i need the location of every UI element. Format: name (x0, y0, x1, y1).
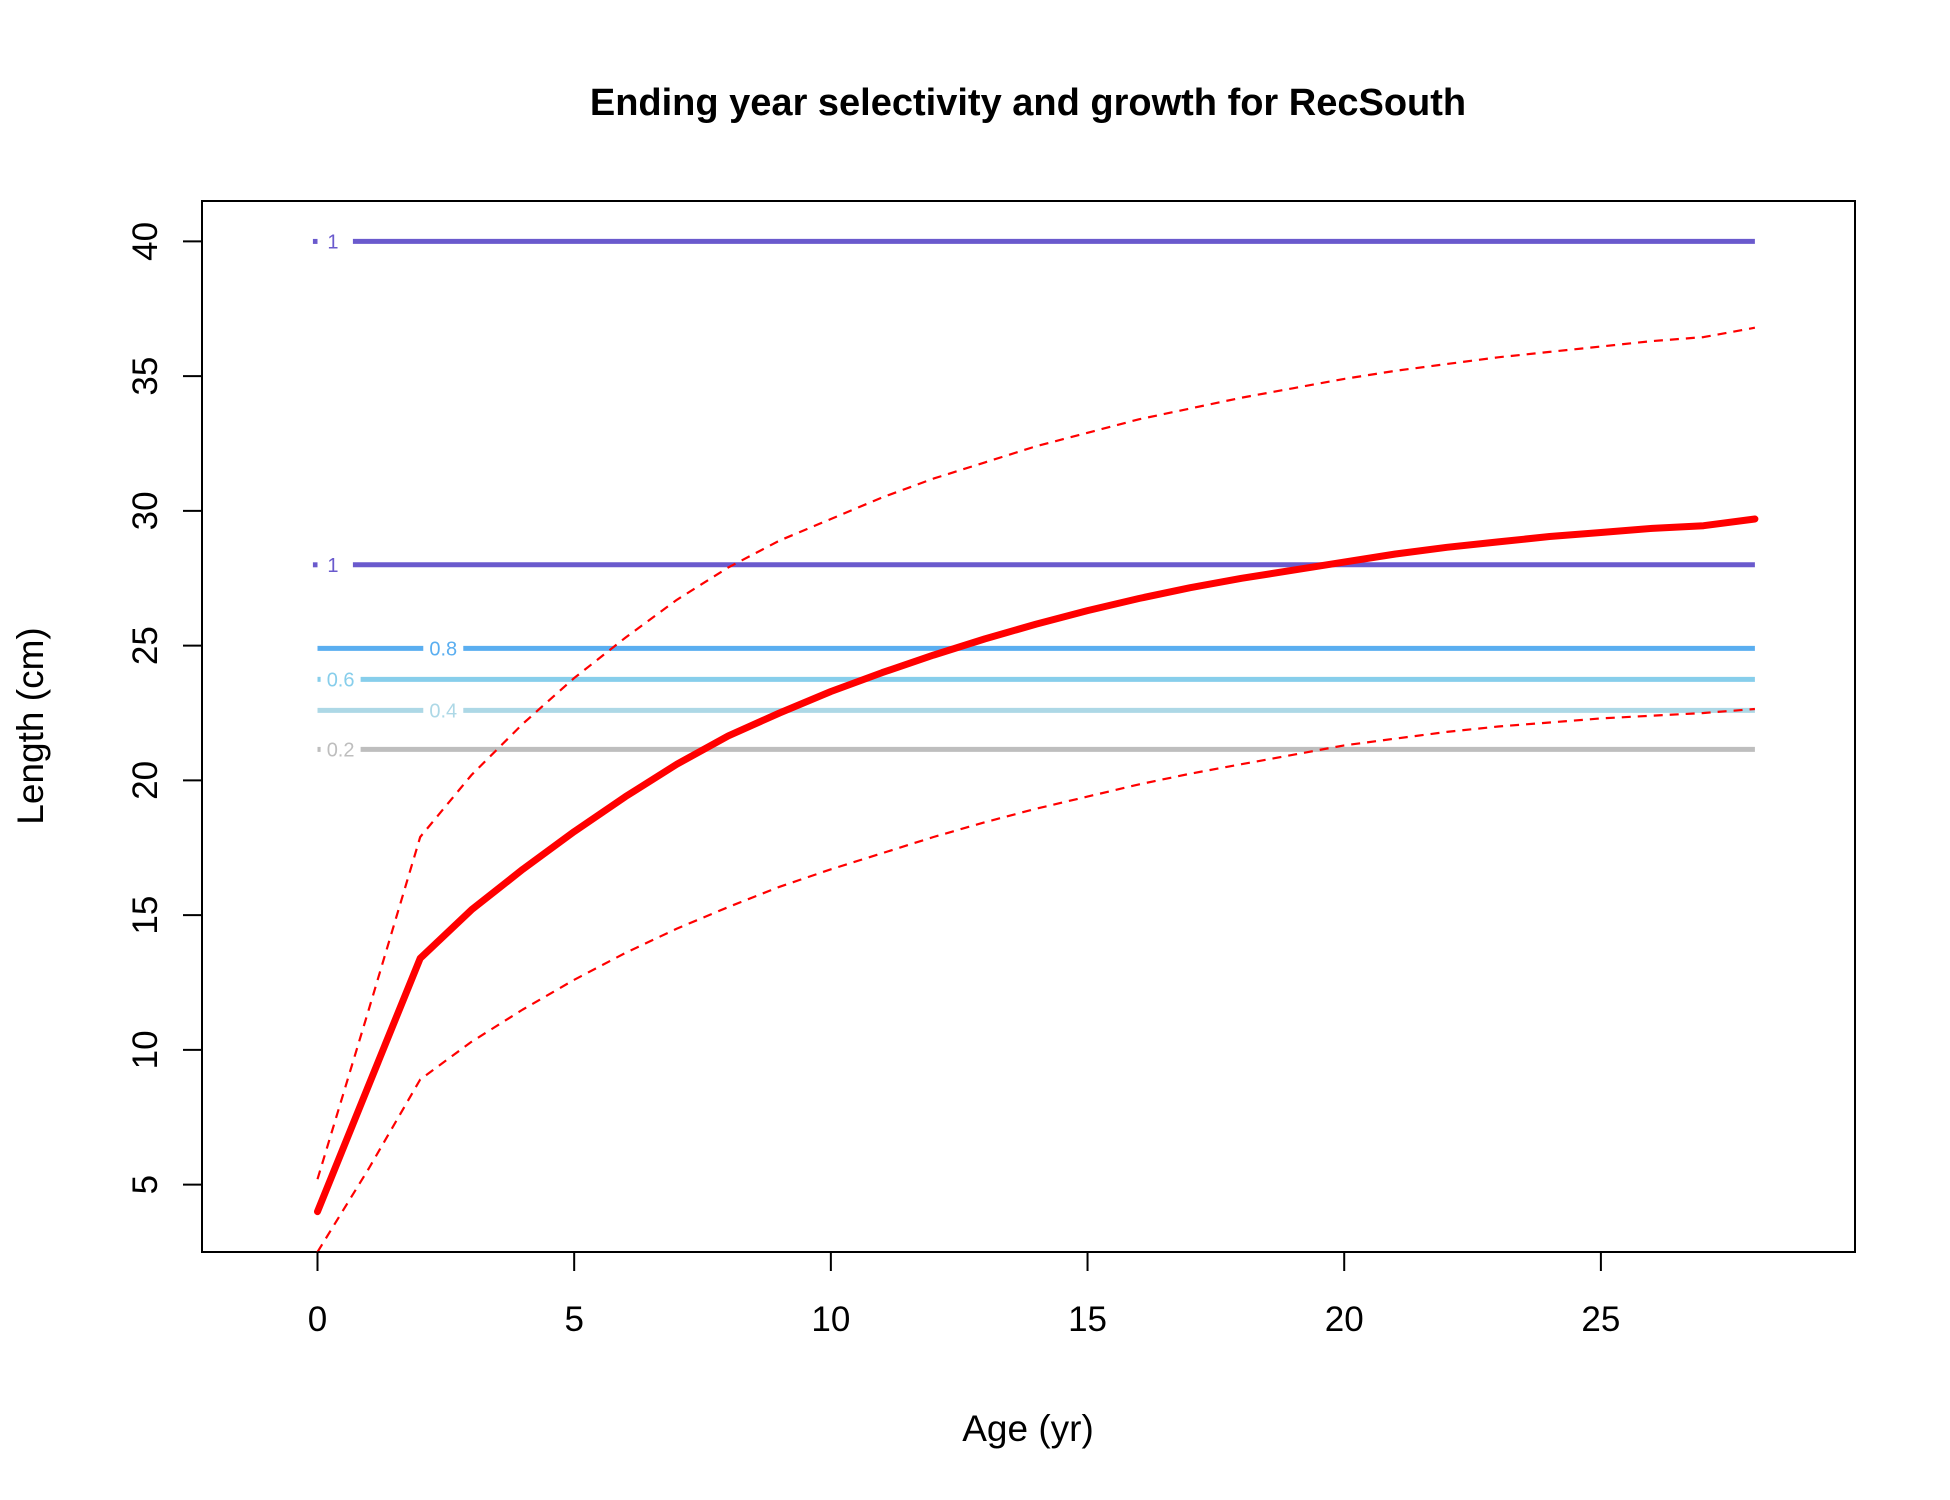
series-lower-interval (316, 707, 1755, 1253)
y-tick-label-30: 30 (126, 491, 165, 530)
x-axis-label: Age (yr) (962, 1408, 1094, 1449)
chart-title: Ending year selectivity and growth for R… (590, 82, 1466, 124)
y-tick-label-25: 25 (126, 626, 165, 665)
x-tick-label-5: 5 (564, 1300, 583, 1339)
series-mean-length-at-age (314, 515, 1759, 1216)
x-tick-label-20: 20 (1325, 1300, 1364, 1339)
y-tick-label-5: 5 (126, 1175, 165, 1194)
y-tick-label-10: 10 (126, 1030, 165, 1069)
x-tick-label-10: 10 (811, 1300, 850, 1339)
series-upper-interval (316, 326, 1756, 1180)
plot-frame (201, 200, 1856, 1253)
selectivity-contour-label-2: 0.8 (429, 638, 457, 660)
y-axis-label: Length (cm) (10, 627, 51, 824)
y-tick-label-20: 20 (126, 761, 165, 800)
y-axis: 5 10 15 20 25 30 35 40 (126, 222, 203, 1194)
x-tick-label-25: 25 (1581, 1300, 1620, 1339)
growth-series (314, 326, 1759, 1253)
selectivity-contour-label-5: 0.2 (327, 739, 355, 761)
selectivity-contour-label-0: 1 (327, 231, 338, 253)
y-tick-label-35: 35 (126, 357, 165, 396)
selectivity-contour-label-3: 0.6 (327, 669, 355, 691)
selectivity-contour-label-4: 0.4 (429, 700, 457, 722)
x-axis: 0 5 10 15 20 25 (308, 1251, 1620, 1339)
x-tick-label-15: 15 (1068, 1300, 1107, 1339)
y-tick-label-15: 15 (126, 896, 165, 935)
selectivity-contour-label-1: 1 (327, 555, 338, 577)
selectivity-contours: 1 1 0.8 0.6 0.4 0.2 (312, 231, 1755, 761)
x-tick-label-0: 0 (308, 1300, 327, 1339)
y-tick-label-40: 40 (126, 222, 165, 261)
